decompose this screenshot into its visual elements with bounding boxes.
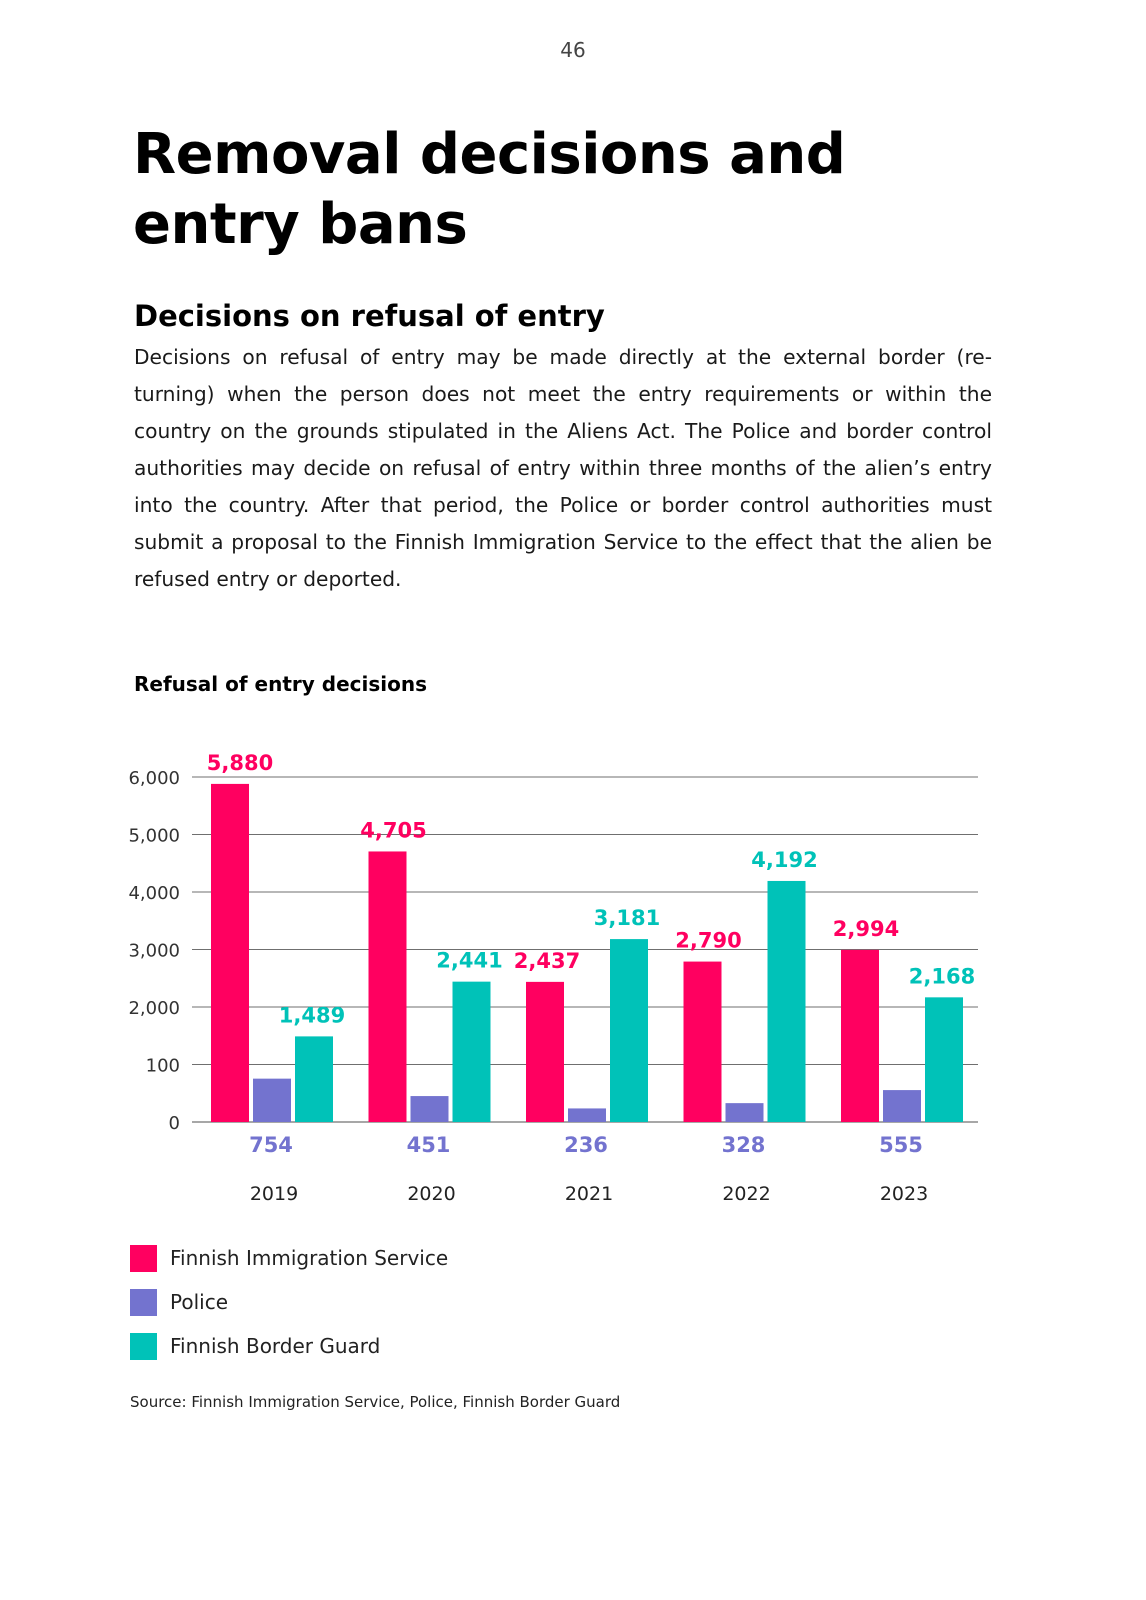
y-tick-label: 2,000 [128,998,180,1019]
page-number: 46 [560,38,586,62]
data-label-police: 236 [564,1133,608,1157]
border-guard-bar [767,880,806,1122]
bar-chart: 0 100 2,000 3,000 4,000 5,000 6,000 5,880 1,489 7… [128,751,978,1205]
data-label-police: 451 [407,1133,451,1157]
legend-label: Finnish Immigration Service [170,1246,449,1270]
data-label-border-guard: 3,181 [594,906,660,930]
police-bar [568,1108,606,1122]
immigration-service-bar [683,961,722,1122]
data-label-border-guard: 2,441 [436,949,502,973]
immigration-service-bar [526,981,564,1122]
immigration-service-bar [841,949,879,1122]
data-label-immigration-service: 2,437 [514,949,580,973]
y-tick-label: 6,000 [128,768,180,789]
data-label-immigration-service: 2,790 [675,929,741,953]
source-note: Source: Finnish Immigration Service, Pol… [130,1393,621,1411]
police-bar [725,1103,764,1122]
y-tick-label: 100 [146,1056,180,1077]
x-category-label: 2023 [880,1183,928,1205]
legend-item-border-guard: Finnish Border Guard [130,1324,448,1368]
border-guard-bar [610,939,648,1122]
x-category-label: 2020 [407,1183,455,1205]
border-guard-bar [452,981,491,1122]
chart-title: Refusal of entry decisions [134,672,427,696]
y-tick-label: 5,000 [128,826,180,847]
immigration-service-bar [368,851,407,1122]
data-label-border-guard: 1,489 [279,1003,345,1027]
data-label-border-guard: 2,168 [909,964,975,988]
section-heading: Decisions on refusal of entry [134,299,605,333]
police-bar [410,1096,449,1122]
data-label-immigration-service: 4,705 [360,818,426,842]
legend-swatch-police [130,1288,157,1316]
y-tick-label: 4,000 [128,883,180,904]
legend-item-police: Police [130,1280,448,1324]
legend-label: Finnish Border Guard [170,1334,381,1358]
y-tick-label: 3,000 [128,941,180,962]
data-label-police: 555 [879,1133,923,1157]
police-bar [253,1078,291,1122]
data-label-immigration-service: 5,880 [207,751,273,775]
immigration-service-bar [211,783,249,1122]
border-guard-bar [295,1036,333,1122]
chart-legend: Finnish Immigration Service Police Finni… [130,1236,448,1368]
legend-swatch-immigration-service [130,1244,157,1272]
page-title: Removal decisions and entry bans [133,122,846,257]
body-paragraph: Decisions on refusal of entry may be mad… [134,345,992,591]
x-category-label: 2019 [250,1183,298,1205]
border-guard-bar [925,997,963,1122]
data-label-police: 754 [249,1133,293,1157]
x-category-label: 2022 [722,1183,770,1205]
data-label-border-guard: 4,192 [751,848,817,872]
police-bar [883,1090,921,1122]
legend-item-immigration-service: Finnish Immigration Service [130,1236,448,1280]
y-tick-label: 0 [169,1113,180,1134]
x-category-label: 2021 [565,1183,613,1205]
legend-label: Police [170,1290,228,1314]
data-label-immigration-service: 2,994 [833,917,899,941]
legend-swatch-border-guard [130,1332,157,1360]
data-label-police: 328 [722,1133,766,1157]
